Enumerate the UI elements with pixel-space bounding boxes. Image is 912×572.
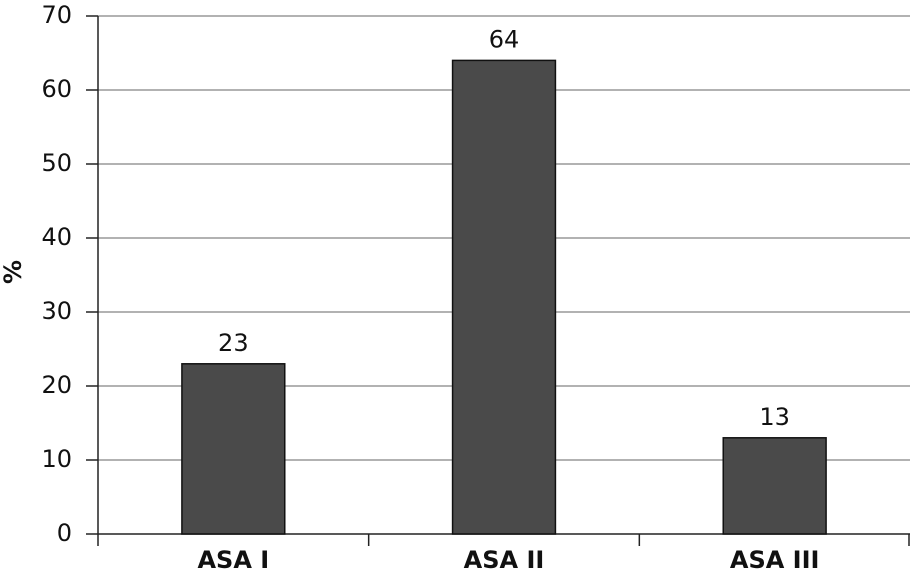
data-label: 13 [759,403,790,431]
y-tick-label: 20 [41,371,72,399]
x-tick-label: ASA II [464,546,545,572]
bar [722,437,827,535]
data-label: 23 [218,329,249,357]
y-tick-label: 60 [41,75,72,103]
y-axis-label: % [0,260,27,284]
bar [181,363,286,535]
y-tick-label: 50 [41,149,72,177]
y-tick-label: 30 [41,297,72,325]
y-tick-label: 70 [41,1,72,29]
bar [451,59,557,535]
x-tick-label: ASA I [197,546,269,572]
y-tick-label: 40 [41,223,72,251]
data-label: 64 [489,25,520,53]
x-tick-label: ASA III [730,546,820,572]
y-tick-label: 0 [57,519,72,547]
y-tick-label: 10 [41,445,72,473]
